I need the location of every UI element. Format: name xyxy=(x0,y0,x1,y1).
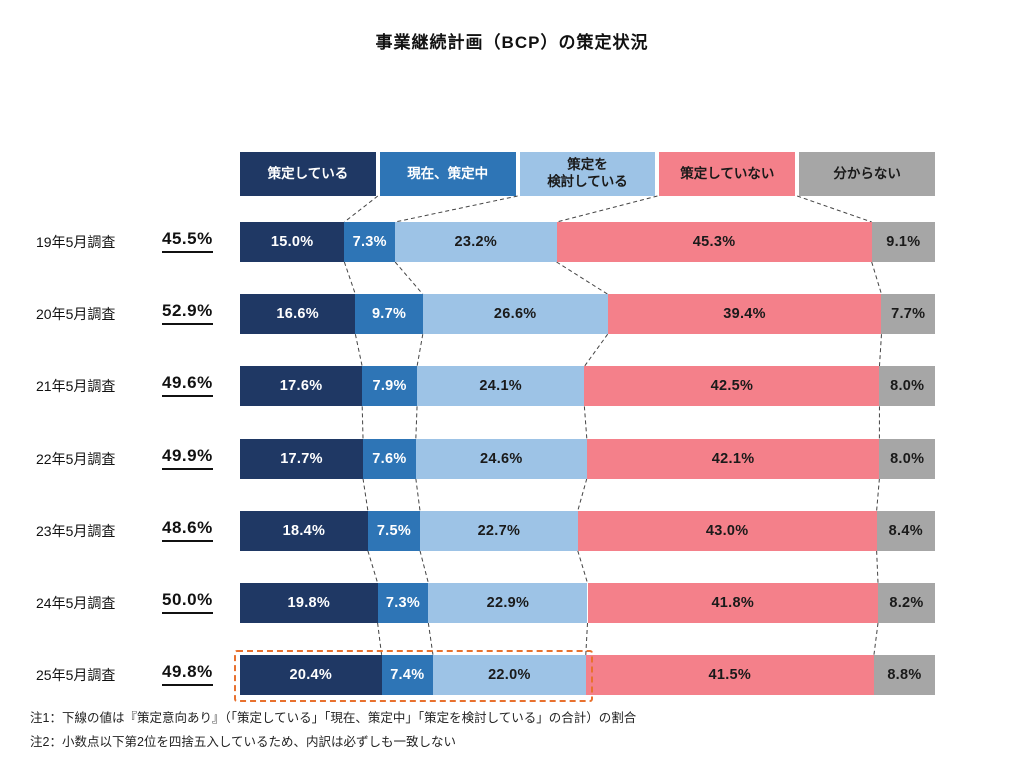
legend-item-2: 策定を 検討している xyxy=(519,152,656,196)
bar-segment: 7.9% xyxy=(362,366,418,407)
bar-segment: 22.9% xyxy=(428,583,588,623)
bar-segment: 7.4% xyxy=(381,655,433,696)
bar-segment: 17.7% xyxy=(240,438,363,479)
row-total: 49.6% xyxy=(162,373,213,398)
footnote-1: 注1：下線の値は『策定意向あり』（「策定している」「現在、策定中」「策定を検討し… xyxy=(30,711,637,725)
bar-segment: 7.3% xyxy=(377,583,429,623)
row-label: 24年5月調査 xyxy=(36,595,116,611)
legend-item-3: 策定していない xyxy=(659,152,796,196)
bar-segment: 24.1% xyxy=(417,366,585,407)
row-label: 20年5月調査 xyxy=(36,306,116,323)
legend-item-1: 現在、策定中 xyxy=(379,152,516,196)
bar-segment: 41.8% xyxy=(587,583,878,623)
bar-segment: 8.0% xyxy=(879,366,935,407)
bar-segment: 45.3% xyxy=(556,222,872,262)
bar-segment: 9.1% xyxy=(871,222,935,262)
bar-segment: 8.8% xyxy=(873,655,935,696)
bar-segment: 15.0% xyxy=(240,222,345,262)
bar-segment: 22.0% xyxy=(433,655,586,696)
bar-segment: 17.6% xyxy=(240,366,363,407)
bar-segment: 24.6% xyxy=(415,438,587,479)
bar-segment: 42.5% xyxy=(584,366,880,407)
bar-segment: 39.4% xyxy=(607,294,882,335)
row-label: 21年5月調査 xyxy=(36,378,116,395)
bar-segment: 19.8% xyxy=(240,583,378,623)
bar-segment: 7.5% xyxy=(367,510,420,551)
row-total: 49.9% xyxy=(162,446,213,470)
row-total: 52.9% xyxy=(162,301,213,326)
bar-segment: 41.5% xyxy=(585,655,874,696)
row-label: 23年5月調査 xyxy=(36,522,116,539)
bar-segment: 7.3% xyxy=(344,222,396,262)
bar-segment: 23.2% xyxy=(395,222,557,262)
row-label: 19年5月調査 xyxy=(36,234,116,250)
row-total: 50.0% xyxy=(162,590,213,614)
row-total: 49.8% xyxy=(162,662,213,687)
bar-segment: 43.0% xyxy=(577,510,877,551)
bar-segment: 7.6% xyxy=(363,438,416,479)
bar-segment: 22.7% xyxy=(420,510,578,551)
bar-segment: 42.1% xyxy=(586,438,880,479)
footnote-2: 注2：小数点以下第2位を四捨五入しているため、内訳は必ずしも一致しない xyxy=(30,735,457,749)
legend-item-4: 分からない xyxy=(799,152,935,196)
bar-segment: 7.7% xyxy=(881,294,935,335)
bar-segment: 16.6% xyxy=(240,294,356,335)
bar-segment: 9.7% xyxy=(355,294,423,335)
bar-segment: 18.4% xyxy=(240,510,368,551)
row-label: 25年5月調査 xyxy=(36,667,116,684)
row-label: 22年5月調査 xyxy=(36,450,116,467)
legend-item-0: 策定している xyxy=(240,152,376,196)
chart-title: 事業継続計画（BCP）の策定状況 xyxy=(375,33,649,52)
highlight-box xyxy=(234,649,593,702)
row-total: 45.5% xyxy=(162,229,213,253)
bar-segment: 8.0% xyxy=(879,438,935,479)
bar-segment: 26.6% xyxy=(422,294,608,335)
row-total: 48.6% xyxy=(162,518,213,542)
bar-segment: 8.4% xyxy=(876,510,935,551)
bar-segment: 8.2% xyxy=(878,583,935,623)
bar-segment: 20.4% xyxy=(240,655,382,696)
